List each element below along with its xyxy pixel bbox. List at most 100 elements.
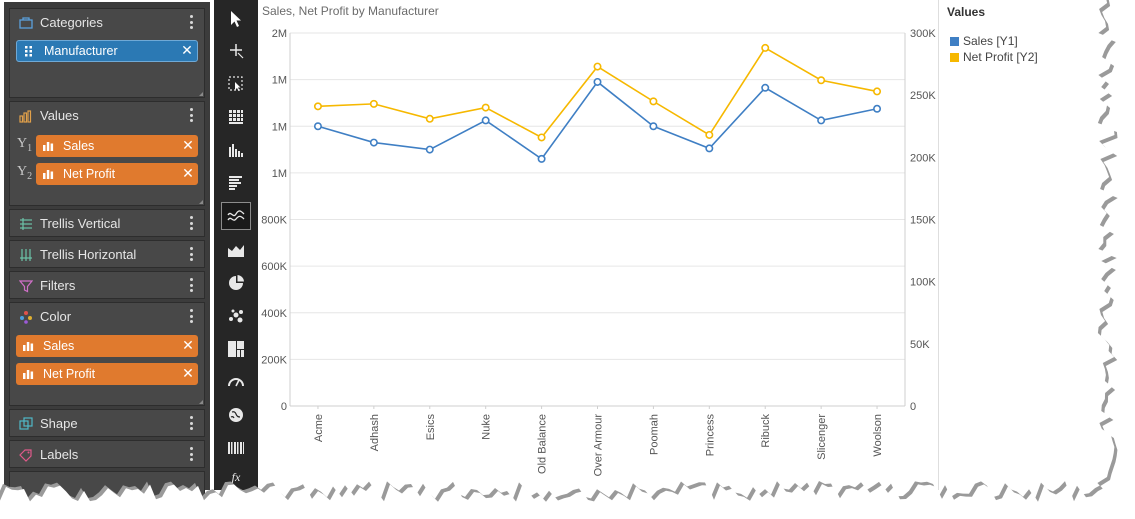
trellis-horizontal-header: Trellis Horizontal (10, 241, 204, 269)
sales-value-pill[interactable]: Sales ✕ (36, 135, 198, 157)
chart-canvas[interactable]: 0 200K 400K 600K 800K 1M 1M 1M 2M 0 50K 100K 150K 200… (259, 0, 939, 490)
remove-color-sales-icon[interactable]: ✕ (182, 338, 194, 354)
data-point-sales[interactable] (537, 154, 546, 163)
tooltips-well[interactable] (9, 471, 205, 499)
remove-color-net-profit-icon[interactable]: ✕ (182, 366, 194, 382)
resize-corner-icon (199, 400, 203, 404)
y2-tick-label: 250K (910, 90, 936, 102)
color-net-profit-pill[interactable]: Net Profit ✕ (16, 363, 198, 385)
data-point-sales[interactable] (705, 144, 714, 153)
trellis-vertical-header: Trellis Vertical (10, 210, 204, 238)
manufacturer-pill[interactable]: Manufacturer ✕ (16, 40, 198, 62)
scatter-chart-icon[interactable] (221, 302, 251, 330)
values-well[interactable]: Values Y1 Sales ✕ Y2 Net Profit ✕ (9, 101, 205, 206)
data-point-sales[interactable] (425, 145, 434, 154)
trellis-horizontal-menu-icon[interactable] (190, 247, 194, 263)
treemap-icon[interactable] (221, 335, 251, 363)
fx-icon[interactable]: fx (221, 466, 251, 488)
line-chart-icon[interactable] (221, 202, 251, 230)
legend-label-sales: Sales [Y1] (963, 34, 1018, 48)
data-point-net-profit[interactable] (649, 97, 658, 106)
legend-title: Values (947, 5, 986, 19)
measure-bars-icon (22, 368, 34, 380)
legend-label-net-profit: Net Profit [Y2] (963, 50, 1038, 64)
trellis-vertical-icon (19, 217, 33, 231)
data-point-sales[interactable] (313, 122, 322, 131)
net-profit-value-label: Net Profit (63, 167, 116, 181)
trellis-horizontal-well[interactable]: Trellis Horizontal (9, 240, 205, 268)
data-point-net-profit[interactable] (761, 43, 770, 52)
x-tick-label: Princess (704, 414, 716, 457)
data-point-net-profit[interactable] (313, 102, 322, 111)
resize-corner-icon (199, 200, 203, 204)
data-point-net-profit[interactable] (593, 62, 602, 71)
select-region-icon[interactable] (221, 70, 251, 98)
categories-title: Categories (40, 15, 103, 30)
chart-title: Sales, Net Profit by Manufacturer (262, 4, 439, 18)
trellis-vertical-menu-icon[interactable] (190, 216, 194, 232)
remove-manufacturer-icon[interactable]: ✕ (181, 43, 193, 59)
bar-chart-icon[interactable] (221, 169, 251, 197)
barcode-icon[interactable] (221, 434, 251, 462)
grid-table-icon[interactable] (221, 103, 251, 131)
column-chart-icon[interactable] (221, 136, 251, 164)
remove-net-profit-icon[interactable]: ✕ (182, 166, 194, 182)
data-point-net-profit[interactable] (481, 103, 490, 112)
y1-axis-tag: Y1 (17, 136, 33, 154)
crosshair-icon[interactable] (221, 37, 251, 65)
values-menu-icon[interactable] (190, 108, 194, 124)
trellis-vertical-title: Trellis Vertical (40, 216, 121, 231)
categories-header: Categories (10, 9, 204, 37)
filters-menu-icon[interactable] (190, 278, 194, 294)
x-tick-label: Slicenger (816, 414, 828, 460)
y2-tick-label: 150K (910, 215, 936, 227)
shape-icon (19, 417, 33, 431)
categories-menu-icon[interactable] (190, 15, 194, 31)
resize-corner-icon (199, 92, 203, 96)
data-point-sales[interactable] (593, 77, 602, 86)
labels-well[interactable]: Labels (9, 440, 205, 468)
trellis-horizontal-title: Trellis Horizontal (40, 247, 137, 262)
y2-tick-label: 100K (910, 277, 936, 289)
data-point-net-profit[interactable] (817, 76, 826, 85)
remove-sales-icon[interactable]: ✕ (182, 138, 194, 154)
globe-icon[interactable] (221, 401, 251, 429)
data-point-net-profit[interactable] (873, 87, 882, 96)
net-profit-value-pill[interactable]: Net Profit ✕ (36, 163, 198, 185)
color-title: Color (40, 309, 72, 324)
data-point-net-profit[interactable] (369, 99, 378, 108)
labels-menu-icon[interactable] (190, 447, 194, 463)
legend-item-net-profit[interactable]: Net Profit [Y2] (950, 50, 1038, 64)
color-menu-icon[interactable] (190, 309, 194, 325)
shape-well[interactable]: Shape (9, 409, 205, 437)
trellis-vertical-well[interactable]: Trellis Vertical (9, 209, 205, 237)
x-tick-label: Old Balance (537, 414, 549, 474)
color-well[interactable]: Color Sales ✕ Net Profit ✕ (9, 302, 205, 406)
pie-chart-icon[interactable] (221, 269, 251, 297)
trellis-horizontal-icon (19, 248, 33, 262)
data-point-net-profit[interactable] (537, 133, 546, 142)
y2-tick-label: 300K (910, 28, 936, 40)
data-point-sales[interactable] (817, 116, 826, 125)
legend-item-sales[interactable]: Sales [Y1] (950, 34, 1018, 48)
filters-well[interactable]: Filters (9, 271, 205, 299)
fx-label: fx (231, 469, 241, 484)
color-sales-pill[interactable]: Sales ✕ (16, 335, 198, 357)
pointer-icon[interactable] (221, 5, 251, 33)
data-point-sales[interactable] (369, 138, 378, 147)
data-point-net-profit[interactable] (425, 114, 434, 123)
values-title: Values (40, 108, 79, 123)
area-chart-icon[interactable] (221, 236, 251, 264)
data-point-sales[interactable] (481, 116, 490, 125)
data-point-sales[interactable] (873, 104, 882, 113)
gauge-icon[interactable] (221, 368, 251, 396)
categories-well[interactable]: Categories Manufacturer ✕ (9, 8, 205, 98)
shape-menu-icon[interactable] (190, 416, 194, 432)
data-point-sales[interactable] (761, 83, 770, 92)
series-line-net-profit (317, 46, 878, 139)
legend-panel: Values Sales [Y1] Net Profit [Y2] (941, 0, 1135, 490)
data-point-sales[interactable] (649, 122, 658, 131)
data-point-net-profit[interactable] (705, 130, 714, 139)
y1-tick-label: 1M (272, 121, 287, 133)
